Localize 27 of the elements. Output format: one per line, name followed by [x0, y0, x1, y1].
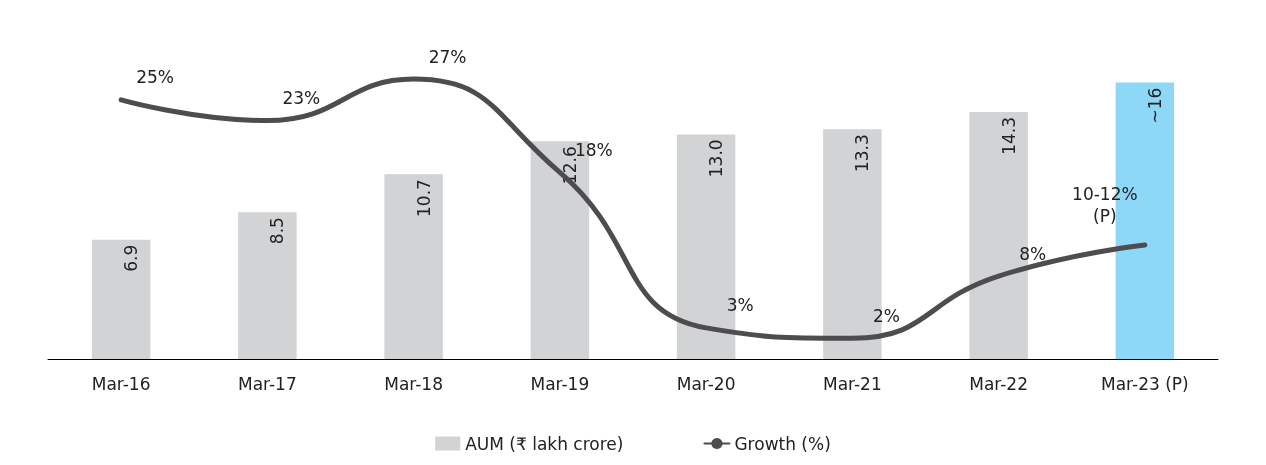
data-label: 27% — [428, 46, 467, 67]
data-label: 23% — [282, 88, 321, 109]
annotation: 10-12% (P) — [1072, 183, 1138, 226]
x-tick-label: Mar-18 — [384, 373, 444, 394]
data-label: 6.9 — [121, 244, 142, 272]
data-label: 14.3 — [998, 116, 1019, 155]
bar — [91, 239, 151, 359]
x-tick-label: Mar-21 — [822, 373, 882, 394]
x-tick-label: Mar-22 — [969, 373, 1029, 394]
bar — [384, 174, 443, 359]
data-label: 8.5 — [267, 217, 288, 245]
data-label: 2% — [872, 305, 900, 326]
data-label: 13.0 — [706, 139, 727, 178]
legend-label: Growth (%) — [734, 433, 831, 454]
bar — [238, 212, 297, 359]
x-tick-label: Mar-17 — [237, 373, 297, 394]
x-tick-label: Mar-19 — [530, 373, 590, 394]
data-label: 13.3 — [852, 134, 873, 173]
x-tick-label: Mar-23 (P) — [1101, 373, 1189, 394]
data-label: 25% — [136, 67, 175, 88]
data-label: 10.7 — [413, 179, 434, 217]
legend-label: AUM (₹ lakh crore) — [465, 433, 624, 454]
data-label: 8% — [1019, 243, 1047, 264]
x-tick-label: Mar-16 — [91, 373, 151, 394]
data-label: ~16 — [1144, 87, 1165, 124]
x-tick-label: Mar-20 — [676, 373, 736, 394]
data-label: 3% — [726, 295, 754, 316]
